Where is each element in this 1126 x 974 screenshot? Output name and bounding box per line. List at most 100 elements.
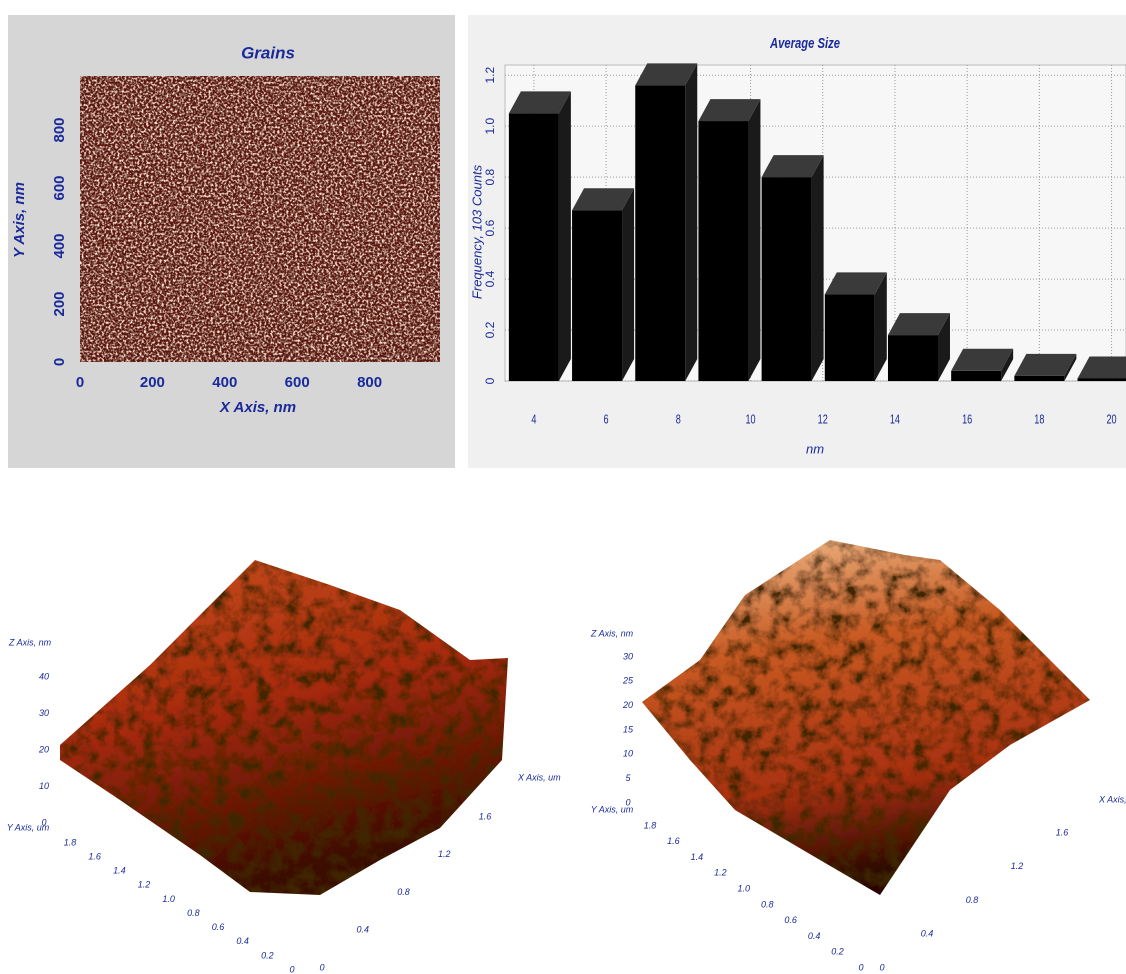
z-tick-label: 10 xyxy=(623,749,633,759)
x-tick-label: 6 xyxy=(604,413,609,427)
bar-side xyxy=(748,99,761,381)
y-tick-label: 0.4 xyxy=(483,270,497,287)
y-tick-label: 1.0 xyxy=(162,894,175,904)
y-tick-label: 0.2 xyxy=(831,947,844,957)
z-tick-label: 0 xyxy=(41,817,46,827)
y-tick-label: 0.2 xyxy=(261,950,274,960)
x-tick-label: 18 xyxy=(1034,413,1044,427)
x-tick-label: 8 xyxy=(676,413,681,427)
x-tick-label: 16 xyxy=(962,413,972,427)
y-tick-label: 0.8 xyxy=(187,908,200,918)
y-tick-label: 1.4 xyxy=(113,866,126,876)
bar xyxy=(698,121,749,381)
bar-top xyxy=(1014,353,1077,376)
y-tick-label: 1.6 xyxy=(88,851,101,861)
x-tick-label: 0 xyxy=(76,374,84,391)
bar xyxy=(1014,375,1065,381)
bar-top xyxy=(1077,356,1126,379)
z-axis-label: Z Axis, nm xyxy=(8,637,52,647)
y-tick-label: 1.2 xyxy=(138,880,151,890)
x-axis-label: nm xyxy=(806,441,824,456)
bar-top xyxy=(761,155,824,178)
y-axis-label: Y Axis, um xyxy=(591,804,634,814)
bar-top xyxy=(824,272,887,295)
z-tick-label: 20 xyxy=(38,744,49,754)
x-tick-label: 0.4 xyxy=(356,925,369,935)
bar-top xyxy=(635,63,698,86)
x-tick-label: 600 xyxy=(285,374,310,391)
bar-side xyxy=(874,272,887,381)
y-tick-label: 0 xyxy=(858,962,863,972)
x-tick-label: 1.2 xyxy=(438,849,451,859)
y-tick-label: 0.4 xyxy=(236,936,249,946)
bar-side xyxy=(811,155,824,381)
y-tick-label: 600 xyxy=(51,175,68,200)
x-tick-label: 4 xyxy=(531,413,536,427)
x-tick-label: 1.6 xyxy=(479,811,492,821)
y-tick-label: 0.6 xyxy=(784,915,797,925)
z-tick-label: 15 xyxy=(623,724,634,734)
bar xyxy=(761,177,812,381)
x-axis-label: X Axis, um xyxy=(517,772,561,782)
y-tick-label: 1.2 xyxy=(483,67,497,84)
z-tick-label: 0 xyxy=(625,797,630,807)
x-tick-label: 200 xyxy=(140,374,165,391)
y-tick-label: 1.6 xyxy=(667,836,680,846)
y-tick-label: 0.6 xyxy=(212,922,225,932)
bar-side xyxy=(1001,348,1014,381)
bar xyxy=(887,335,938,381)
x-tick-label: 14 xyxy=(890,413,900,427)
bar xyxy=(824,294,875,381)
z-tick-label: 30 xyxy=(623,651,633,661)
y-tick-label: 1.0 xyxy=(738,883,751,893)
chart-title: Grains xyxy=(241,43,295,62)
x-tick-label: 0.8 xyxy=(966,895,979,905)
bar-side xyxy=(622,188,635,381)
y-tick-label: 1.8 xyxy=(644,820,657,830)
x-tick-label: 0 xyxy=(879,962,884,972)
x-tick-label: 400 xyxy=(212,374,237,391)
bar-side xyxy=(1064,353,1077,381)
y-tick-label: 0 xyxy=(51,358,68,366)
x-axis-label: X Axis, um xyxy=(1098,794,1126,804)
bar-top xyxy=(572,188,635,211)
z-tick-label: 25 xyxy=(622,676,634,686)
bar-top xyxy=(508,91,571,114)
y-tick-label: 0.8 xyxy=(761,899,774,909)
bar-side xyxy=(558,91,571,381)
bar xyxy=(1077,378,1126,381)
z-tick-label: 5 xyxy=(625,773,631,783)
chart-title: Average Size xyxy=(769,34,840,51)
grain-image xyxy=(80,76,440,362)
x-tick-label: 0.4 xyxy=(921,929,934,939)
x-axis-label: X Axis, nm xyxy=(219,399,296,416)
z-tick-label: 30 xyxy=(39,708,49,718)
y-tick-label: 1.0 xyxy=(483,117,497,134)
x-tick-label: 1.6 xyxy=(1056,827,1069,837)
y-axis-label: Y Axis, nm xyxy=(11,182,28,258)
y-tick-label: 0.2 xyxy=(483,321,497,338)
bar xyxy=(951,370,1002,381)
x-tick-label: 0 xyxy=(319,962,324,972)
z-axis-label: Z Axis, nm xyxy=(590,628,634,638)
bar-top xyxy=(951,348,1014,371)
bar xyxy=(572,210,623,381)
x-tick-label: 800 xyxy=(357,374,382,391)
bar-top xyxy=(698,99,761,122)
bar xyxy=(508,113,559,381)
z-tick-label: 10 xyxy=(39,781,49,791)
y-tick-label: 0.4 xyxy=(808,931,821,941)
y-tick-label: 0 xyxy=(483,377,497,384)
surface-a xyxy=(60,560,508,895)
x-tick-label: 10 xyxy=(745,413,755,427)
x-tick-label: 1.2 xyxy=(1011,861,1024,871)
z-tick-label: 40 xyxy=(39,671,49,681)
y-axis-label: Y Axis, um xyxy=(7,822,50,832)
y-tick-label: 1.2 xyxy=(714,868,727,878)
x-tick-label: 12 xyxy=(818,413,828,427)
z-tick-label: 20 xyxy=(622,700,633,710)
x-tick-label: 0.8 xyxy=(397,887,410,897)
y-tick-label: 400 xyxy=(51,233,68,258)
y-tick-label: 200 xyxy=(51,291,68,316)
